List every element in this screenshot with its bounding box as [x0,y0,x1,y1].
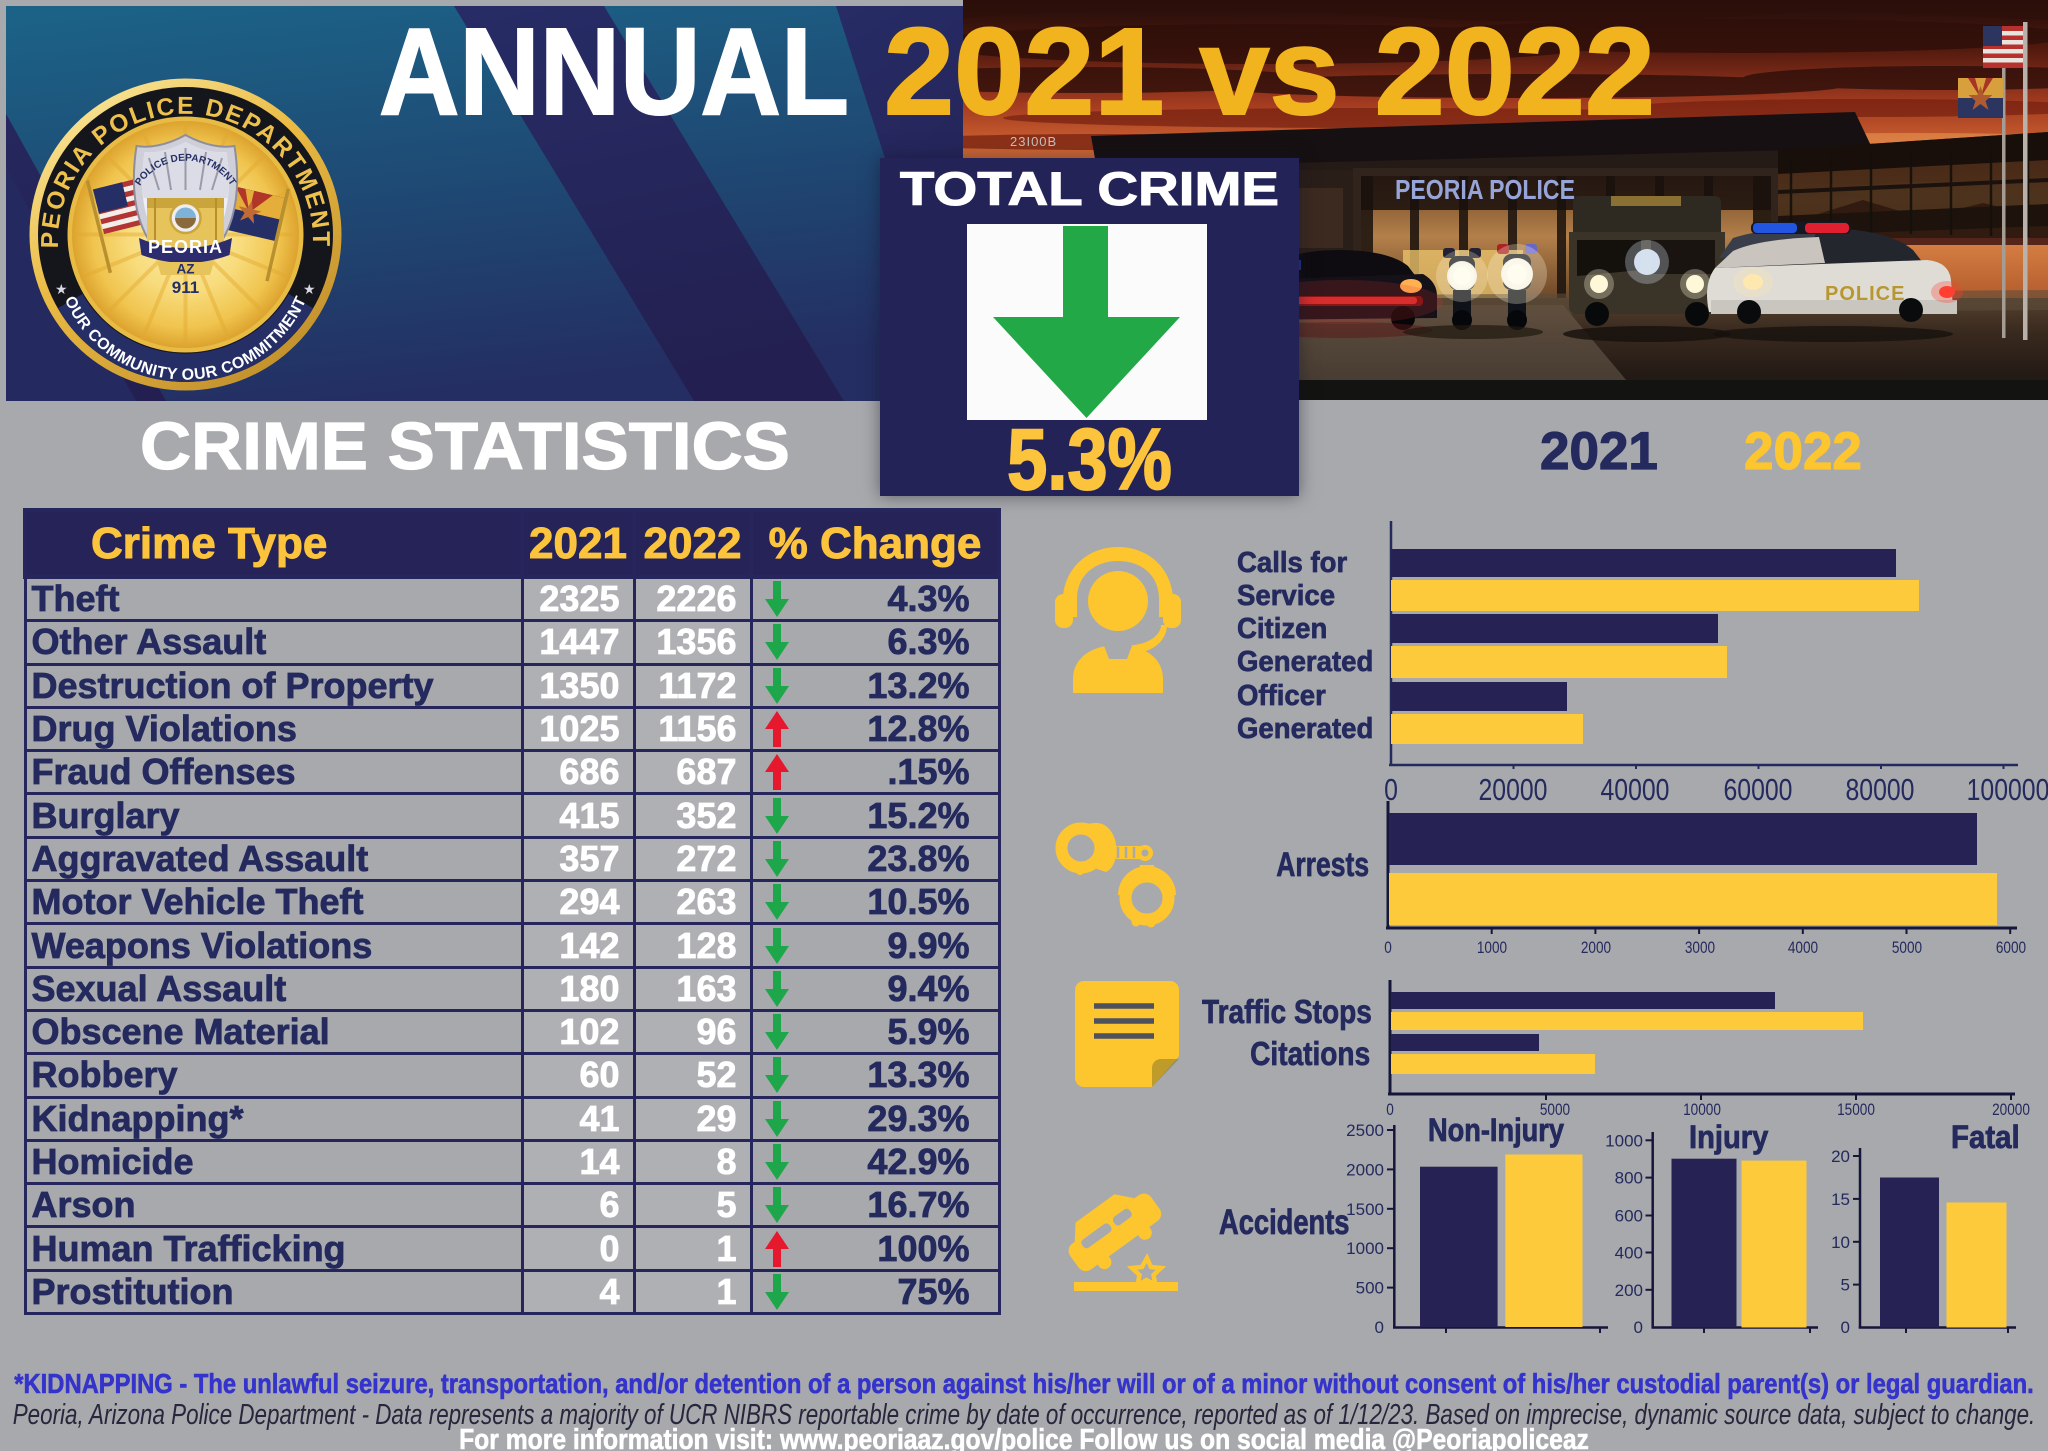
svg-text:1000: 1000 [1346,1239,1384,1258]
svg-text:★: ★ [303,281,316,297]
svg-text:600: 600 [1615,1207,1643,1226]
svg-text:15: 15 [1831,1190,1850,1209]
svg-text:1000: 1000 [1605,1131,1643,1150]
svg-text:5: 5 [1841,1276,1850,1295]
svg-text:200: 200 [1615,1281,1643,1300]
svg-text:2500: 2500 [1346,1121,1384,1140]
svg-text:AZ: AZ [177,262,195,277]
svg-text:0: 0 [1375,1318,1384,1335]
svg-text:PEORIA POLICE: PEORIA POLICE [1395,174,1575,205]
svg-text:PEORIA: PEORIA [148,237,223,257]
svg-text:400: 400 [1615,1244,1643,1263]
svg-text:500: 500 [1356,1279,1384,1298]
svg-text:10: 10 [1831,1233,1850,1252]
svg-text:★: ★ [55,281,68,297]
svg-text:23I00B: 23I00B [1010,134,1057,149]
svg-text:0: 0 [1634,1318,1643,1335]
svg-text:911: 911 [172,278,199,297]
svg-text:800: 800 [1615,1169,1643,1188]
svg-text:20: 20 [1831,1147,1850,1166]
svg-text:0: 0 [1841,1318,1850,1335]
svg-text:1500: 1500 [1346,1200,1384,1219]
svg-text:2000: 2000 [1346,1160,1384,1179]
svg-text:POLICE: POLICE [1825,283,1905,305]
